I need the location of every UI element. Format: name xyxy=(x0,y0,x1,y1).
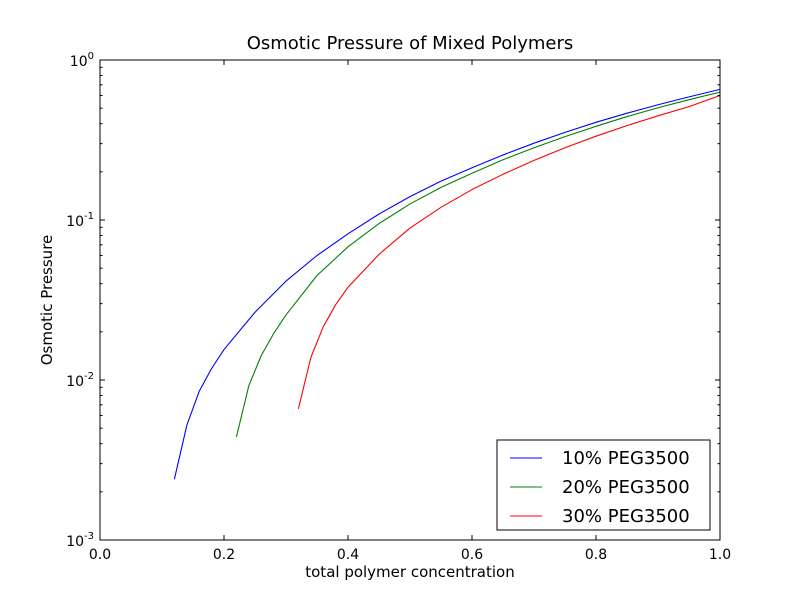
x-tick-label: 1.0 xyxy=(709,547,731,563)
x-tick-label: 0.8 xyxy=(585,547,607,563)
x-axis-label: total polymer concentration xyxy=(305,563,514,581)
series-line-1 xyxy=(173,88,721,480)
y-tick-exponent: -3 xyxy=(84,531,94,542)
legend-label-2: 20% PEG3500 xyxy=(562,477,690,498)
y-tick-label: 10-1 xyxy=(66,211,94,230)
y-tick-exponent: -2 xyxy=(84,371,94,382)
y-tick-exponent: 0 xyxy=(88,51,94,62)
y-tick-label: 10-3 xyxy=(66,531,94,550)
series-layer xyxy=(173,88,721,480)
x-tick-label: 0.2 xyxy=(213,547,235,563)
chart-title: Osmotic Pressure of Mixed Polymers xyxy=(247,33,574,54)
y-tick-label: 10-2 xyxy=(66,371,94,390)
y-tick-base: 10 xyxy=(66,374,84,390)
legend-box xyxy=(496,439,711,531)
y-tick-base: 10 xyxy=(70,54,88,70)
y-tick-label: 100 xyxy=(70,51,94,70)
legend-label-1: 10% PEG3500 xyxy=(562,448,690,469)
plot-frame xyxy=(99,59,721,541)
x-tick-label: 0.4 xyxy=(337,547,359,563)
legend: 10% PEG3500 20% PEG3500 30% PEG3500 xyxy=(496,439,711,531)
x-tick-label: 0.6 xyxy=(461,547,483,563)
y-tick-exponent: -1 xyxy=(84,211,94,222)
y-tick-base: 10 xyxy=(66,214,84,230)
legend-label-3: 30% PEG3500 xyxy=(562,506,690,527)
series-line-3 xyxy=(297,94,721,409)
x-tick-label: 0.0 xyxy=(89,547,111,563)
series-line-2 xyxy=(235,91,721,438)
y-tick-base: 10 xyxy=(66,534,84,550)
x-axis: 0.0 0.2 0.4 0.6 0.8 1.0 xyxy=(89,60,731,563)
y-axis-label: Osmotic Pressure xyxy=(38,235,56,366)
